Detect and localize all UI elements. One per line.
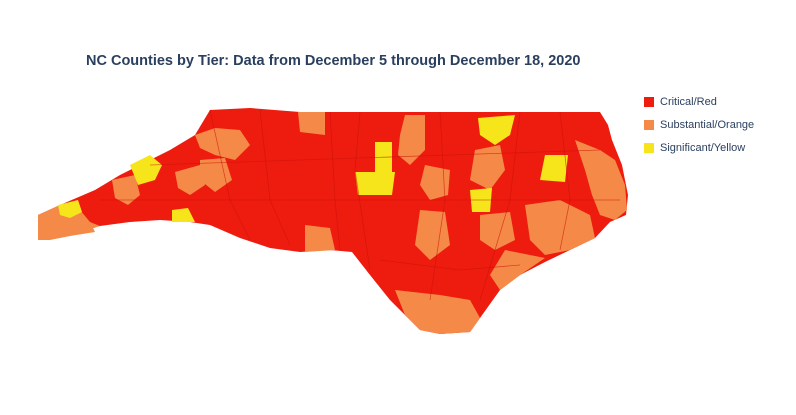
county-region (420, 165, 450, 200)
map-title: NC Counties by Tier: Data from December … (86, 53, 581, 69)
county-region (398, 115, 425, 165)
county-region (175, 165, 205, 195)
state-map (38, 108, 628, 334)
county-region (355, 172, 395, 195)
county-region (298, 112, 325, 135)
county-border (379, 259, 521, 271)
county-region (130, 155, 162, 185)
county-region (60, 220, 100, 236)
county-region (540, 155, 568, 182)
legend-label: Significant/Yellow (660, 142, 745, 154)
county-border (149, 149, 601, 166)
county-region (172, 208, 195, 222)
county-region (395, 290, 480, 334)
county-region (58, 200, 82, 218)
legend-label: Substantial/Orange (660, 119, 754, 131)
county-region (480, 212, 515, 250)
county-region (112, 175, 140, 205)
county-region (490, 250, 545, 290)
legend-swatch (644, 143, 654, 153)
legend: Critical/Red Substantial/Orange Significan… (644, 96, 754, 154)
county-border (354, 111, 371, 271)
county-region (478, 115, 515, 145)
county-region (305, 225, 335, 252)
county-region (195, 128, 250, 160)
county-region (470, 145, 505, 190)
legend-swatch (644, 120, 654, 130)
legend-swatch (644, 97, 654, 107)
county-region (200, 158, 232, 192)
legend-label: Critical/Red (660, 96, 717, 108)
county-region (525, 200, 595, 255)
